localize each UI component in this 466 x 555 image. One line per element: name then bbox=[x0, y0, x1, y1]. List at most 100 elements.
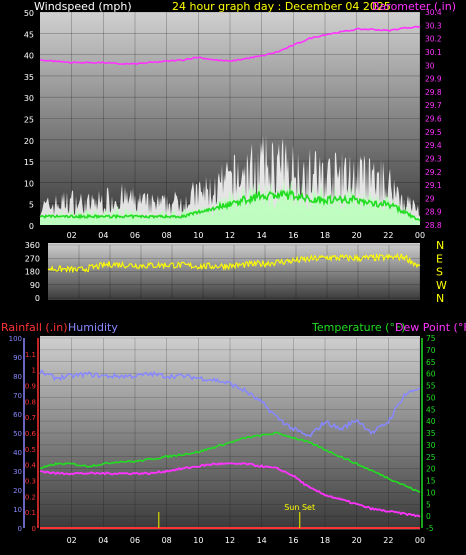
wind-x-tick-label: 02 bbox=[67, 231, 77, 240]
humidity-tick-label: 30 bbox=[13, 468, 22, 476]
temp-x-tick-label: 06 bbox=[130, 536, 140, 545]
temperature-legend: Temperature (°F) bbox=[311, 321, 406, 334]
direction-tick-label: 0 bbox=[35, 294, 40, 303]
rain-tick-label: 0.3 bbox=[25, 478, 36, 486]
humidity-tick-label: 60 bbox=[13, 411, 22, 419]
direction-tick-label: 90 bbox=[30, 281, 40, 290]
temperature-tick-label: 10 bbox=[426, 488, 436, 497]
compass-label: E bbox=[436, 252, 443, 265]
temperature-tick-label: 50 bbox=[426, 393, 436, 402]
barometer-axis-title: Barometer (.in) bbox=[372, 0, 456, 13]
barometer-tick-label: 30.2 bbox=[425, 35, 442, 44]
temp-x-tick-label: 16 bbox=[288, 536, 298, 545]
wind-x-tick-label: 20 bbox=[352, 231, 362, 240]
temperature-line bbox=[39, 431, 421, 493]
temperature-tick-label: 45 bbox=[426, 405, 436, 414]
rain-tick-label: 0.8 bbox=[25, 398, 36, 406]
humidity-tick-label: 10 bbox=[13, 506, 22, 514]
barometer-tick-label: 29.5 bbox=[425, 128, 442, 137]
temp-x-tick-label: 18 bbox=[320, 536, 330, 545]
windspeed-axis-title: Windspeed (mph) bbox=[34, 0, 132, 13]
rain-tick-label: 0.5 bbox=[25, 446, 36, 454]
compass-label: N bbox=[436, 239, 444, 252]
rain-tick-label: 0.1 bbox=[25, 509, 36, 517]
wind-tick-label: 0 bbox=[29, 222, 34, 231]
wind-x-tick-label: 04 bbox=[98, 231, 108, 240]
barometer-tick-label: 29 bbox=[425, 194, 435, 203]
direction-tick-label: 360 bbox=[25, 241, 40, 250]
humidity-tick-label: 100 bbox=[9, 335, 22, 343]
temp-x-tick-label: 22 bbox=[383, 536, 393, 545]
barometer-tick-label: 29.2 bbox=[425, 168, 442, 177]
wind-x-tick-label: 06 bbox=[130, 231, 140, 240]
rain-tick-label: 0.7 bbox=[25, 414, 36, 422]
rain-tick-label: 0.9 bbox=[25, 383, 36, 391]
temperature-tick-label: 60 bbox=[426, 370, 436, 379]
wind-tick-label: 20 bbox=[24, 137, 34, 146]
direction-tick-label: 270 bbox=[25, 254, 40, 263]
rain-tick-label: 0.2 bbox=[25, 493, 36, 501]
compass-label: W bbox=[436, 279, 447, 292]
barometer-tick-label: 29.6 bbox=[425, 115, 442, 124]
wind-x-tick-label: 08 bbox=[162, 231, 172, 240]
barometer-tick-label: 28.9 bbox=[425, 208, 442, 217]
temp-x-tick-label: 10 bbox=[193, 536, 203, 545]
barometer-tick-label: 29.3 bbox=[425, 154, 442, 163]
humidity-tick-label: 80 bbox=[13, 373, 22, 381]
sun-set-label: Sun Set bbox=[284, 503, 315, 512]
rain-tick-label: 1 bbox=[32, 367, 36, 375]
dew-point-line bbox=[39, 462, 421, 518]
barometer-line bbox=[39, 25, 421, 66]
temperature-panel-bg bbox=[40, 336, 420, 530]
temp-x-tick-label: 12 bbox=[225, 536, 235, 545]
barometer-tick-label: 30.4 bbox=[425, 8, 442, 17]
wind-x-tick-label: 14 bbox=[257, 231, 267, 240]
temperature-tick-label: 75 bbox=[426, 334, 436, 343]
wind-x-tick-label: 12 bbox=[225, 231, 235, 240]
wind-direction-line bbox=[47, 252, 421, 274]
rain-tick-label: 1.1 bbox=[25, 351, 36, 359]
rain-tick-label: 0.6 bbox=[25, 430, 37, 438]
humidity-tick-label: 20 bbox=[13, 487, 22, 495]
barometer-tick-label: 29.7 bbox=[425, 101, 442, 110]
compass-label: S bbox=[436, 266, 443, 279]
wind-x-tick-label: 18 bbox=[320, 231, 330, 240]
wind-x-tick-label: 22 bbox=[383, 231, 393, 240]
temperature-tick-label: 70 bbox=[426, 346, 436, 355]
humidity-tick-label: 0 bbox=[18, 525, 22, 533]
temp-x-tick-label: 00 bbox=[415, 536, 425, 545]
wind-tick-label: 15 bbox=[24, 158, 34, 167]
direction-tick-label: 180 bbox=[25, 268, 40, 277]
humidity-line bbox=[39, 369, 421, 438]
dew-point-legend: Dew Point (°F) bbox=[395, 321, 466, 334]
temperature-tick-label: 65 bbox=[426, 358, 436, 367]
humidity-legend: Humidity bbox=[68, 321, 118, 334]
humidity-tick-label: 90 bbox=[13, 354, 22, 362]
temperature-tick-label: 30 bbox=[426, 441, 436, 450]
chart-title: 24 hour graph day : December 04 2025 bbox=[172, 0, 391, 13]
rain-tick-label: 0.4 bbox=[25, 462, 37, 470]
wind-tick-label: 10 bbox=[24, 179, 34, 188]
temperature-tick-label: 0 bbox=[426, 512, 431, 521]
rainfall-legend: Rainfall (.in) bbox=[1, 321, 68, 334]
barometer-tick-label: 28.8 bbox=[425, 221, 442, 230]
temperature-tick-label: 5 bbox=[426, 500, 431, 509]
barometer-tick-label: 29.4 bbox=[425, 141, 442, 150]
wind-average-line bbox=[39, 189, 421, 222]
humidity-tick-label: 70 bbox=[13, 392, 22, 400]
barometer-tick-label: 29.1 bbox=[425, 181, 442, 190]
wind-tick-label: 30 bbox=[24, 94, 34, 103]
temperature-tick-label: -5 bbox=[426, 524, 434, 533]
humidity-tick-label: 40 bbox=[13, 449, 22, 457]
temp-x-tick-label: 20 bbox=[352, 536, 362, 545]
barometer-tick-label: 30 bbox=[425, 61, 435, 70]
temperature-tick-label: 55 bbox=[426, 382, 436, 391]
wind-tick-label: 45 bbox=[24, 30, 34, 39]
wind-tick-label: 50 bbox=[24, 9, 34, 18]
wind-tick-label: 40 bbox=[24, 52, 34, 61]
temperature-tick-label: 35 bbox=[426, 429, 436, 438]
wind-x-tick-label: 10 bbox=[193, 231, 203, 240]
temperature-tick-label: 40 bbox=[426, 417, 436, 426]
barometer-tick-label: 30.1 bbox=[425, 48, 442, 57]
